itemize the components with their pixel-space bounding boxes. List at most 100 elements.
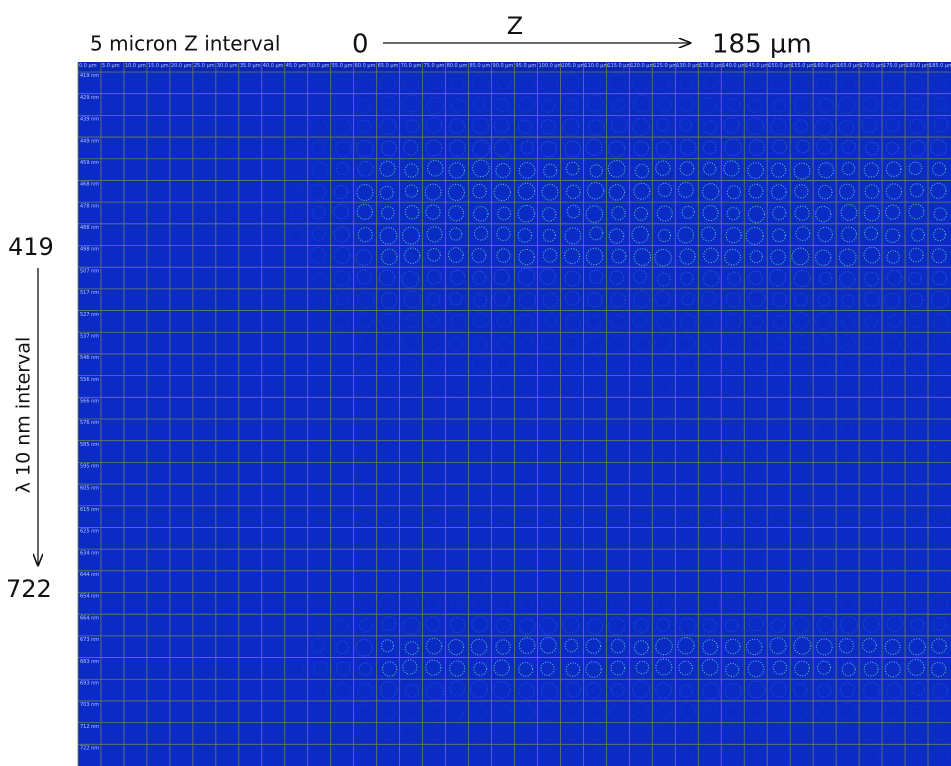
cell-ring xyxy=(702,204,719,222)
cell-ring xyxy=(724,638,741,655)
cell-ring xyxy=(451,595,465,609)
cell-ring xyxy=(472,159,490,178)
cell-ring xyxy=(726,185,741,200)
cell-ring xyxy=(723,160,740,177)
cell-ring xyxy=(862,485,881,504)
cell-ring xyxy=(359,334,374,350)
cell-ring xyxy=(771,705,786,719)
cell-ring xyxy=(769,377,788,396)
cell-ring xyxy=(771,356,789,373)
cell-ring xyxy=(839,377,856,394)
cell-ring xyxy=(565,662,581,677)
cell-ring xyxy=(792,311,810,330)
cell-ring xyxy=(562,73,581,91)
cell-ring xyxy=(471,355,490,374)
cell-ring xyxy=(701,658,719,676)
cell-ring xyxy=(380,421,396,437)
cell-ring xyxy=(609,529,626,546)
cell-ring xyxy=(632,290,651,308)
cell-ring xyxy=(426,445,441,459)
cell-ring xyxy=(517,444,533,461)
cell-ring xyxy=(885,552,903,570)
cell-ring xyxy=(587,507,603,524)
row-label: 449 nm xyxy=(80,138,99,144)
cell-ring xyxy=(747,747,763,764)
cell-ring xyxy=(700,508,717,525)
cell-ring xyxy=(473,661,488,676)
cell-ring xyxy=(609,357,625,373)
cell-ring xyxy=(424,183,442,201)
cell-ring xyxy=(700,226,717,242)
cell-ring xyxy=(586,291,603,308)
cell-ring xyxy=(703,247,719,264)
cell-ring xyxy=(335,161,350,176)
cell-ring xyxy=(933,97,948,112)
z-end-label: 185 µm xyxy=(712,30,812,60)
cell-ring xyxy=(289,139,303,153)
cell-ring xyxy=(541,443,559,461)
cell-ring xyxy=(611,575,627,591)
row-label: 478 nm xyxy=(80,203,99,209)
cell-ring xyxy=(814,118,833,137)
cell-ring xyxy=(540,682,559,701)
cell-ring xyxy=(356,140,374,158)
cell-ring xyxy=(724,618,739,633)
column-label: 40.0 µm xyxy=(263,63,284,69)
cell-ring xyxy=(357,312,374,329)
row-label: 625 nm xyxy=(80,529,99,535)
cell-ring xyxy=(493,183,511,202)
cell-ring xyxy=(473,206,489,222)
column-label: 165.0 µm xyxy=(837,63,861,69)
cell-ring xyxy=(381,206,395,220)
cell-ring xyxy=(495,356,512,373)
cell-ring xyxy=(930,139,947,156)
cell-ring xyxy=(841,315,856,329)
cell-ring xyxy=(542,248,558,263)
cell-ring xyxy=(426,269,442,285)
cell-ring xyxy=(450,269,466,286)
row-label: 703 nm xyxy=(80,702,99,708)
cell-ring xyxy=(839,335,857,353)
cell-ring xyxy=(495,531,510,545)
cell-ring xyxy=(356,443,371,458)
cell-ring xyxy=(356,183,374,202)
cell-ring xyxy=(771,486,789,504)
cell-ring xyxy=(402,139,419,156)
cell-ring xyxy=(586,94,604,112)
cell-ring xyxy=(541,594,557,610)
cell-ring xyxy=(518,552,534,568)
cell-ring xyxy=(518,292,536,310)
cell-ring xyxy=(379,313,396,330)
cell-ring xyxy=(493,269,510,286)
cell-ring xyxy=(815,312,833,330)
cell-ring xyxy=(496,705,513,721)
cell-ring xyxy=(886,683,903,700)
cell-ring xyxy=(771,507,788,524)
cell-ring xyxy=(356,551,372,567)
cell-ring xyxy=(771,162,787,178)
cell-ring xyxy=(539,530,556,547)
cell-ring xyxy=(884,661,901,678)
cell-ring xyxy=(838,745,857,764)
cell-ring xyxy=(587,725,605,742)
cell-ring xyxy=(931,706,945,720)
cell-ring xyxy=(381,248,398,266)
cell-ring xyxy=(679,271,694,286)
cell-ring xyxy=(772,139,788,155)
cell-ring xyxy=(403,550,421,568)
cell-ring xyxy=(633,248,652,266)
cell-ring xyxy=(841,226,858,243)
cell-ring xyxy=(447,638,465,656)
cell-ring xyxy=(679,748,694,763)
cell-ring xyxy=(608,73,627,92)
cell-ring xyxy=(748,139,765,156)
cell-ring xyxy=(910,574,924,589)
column-label: 155.0 µm xyxy=(791,63,815,69)
cell-ring xyxy=(838,726,854,742)
row-label: 664 nm xyxy=(80,615,99,621)
cell-ring xyxy=(517,485,534,503)
cell-ring xyxy=(519,529,536,546)
cell-ring xyxy=(726,97,741,112)
column-label: 130.0 µm xyxy=(676,63,700,69)
